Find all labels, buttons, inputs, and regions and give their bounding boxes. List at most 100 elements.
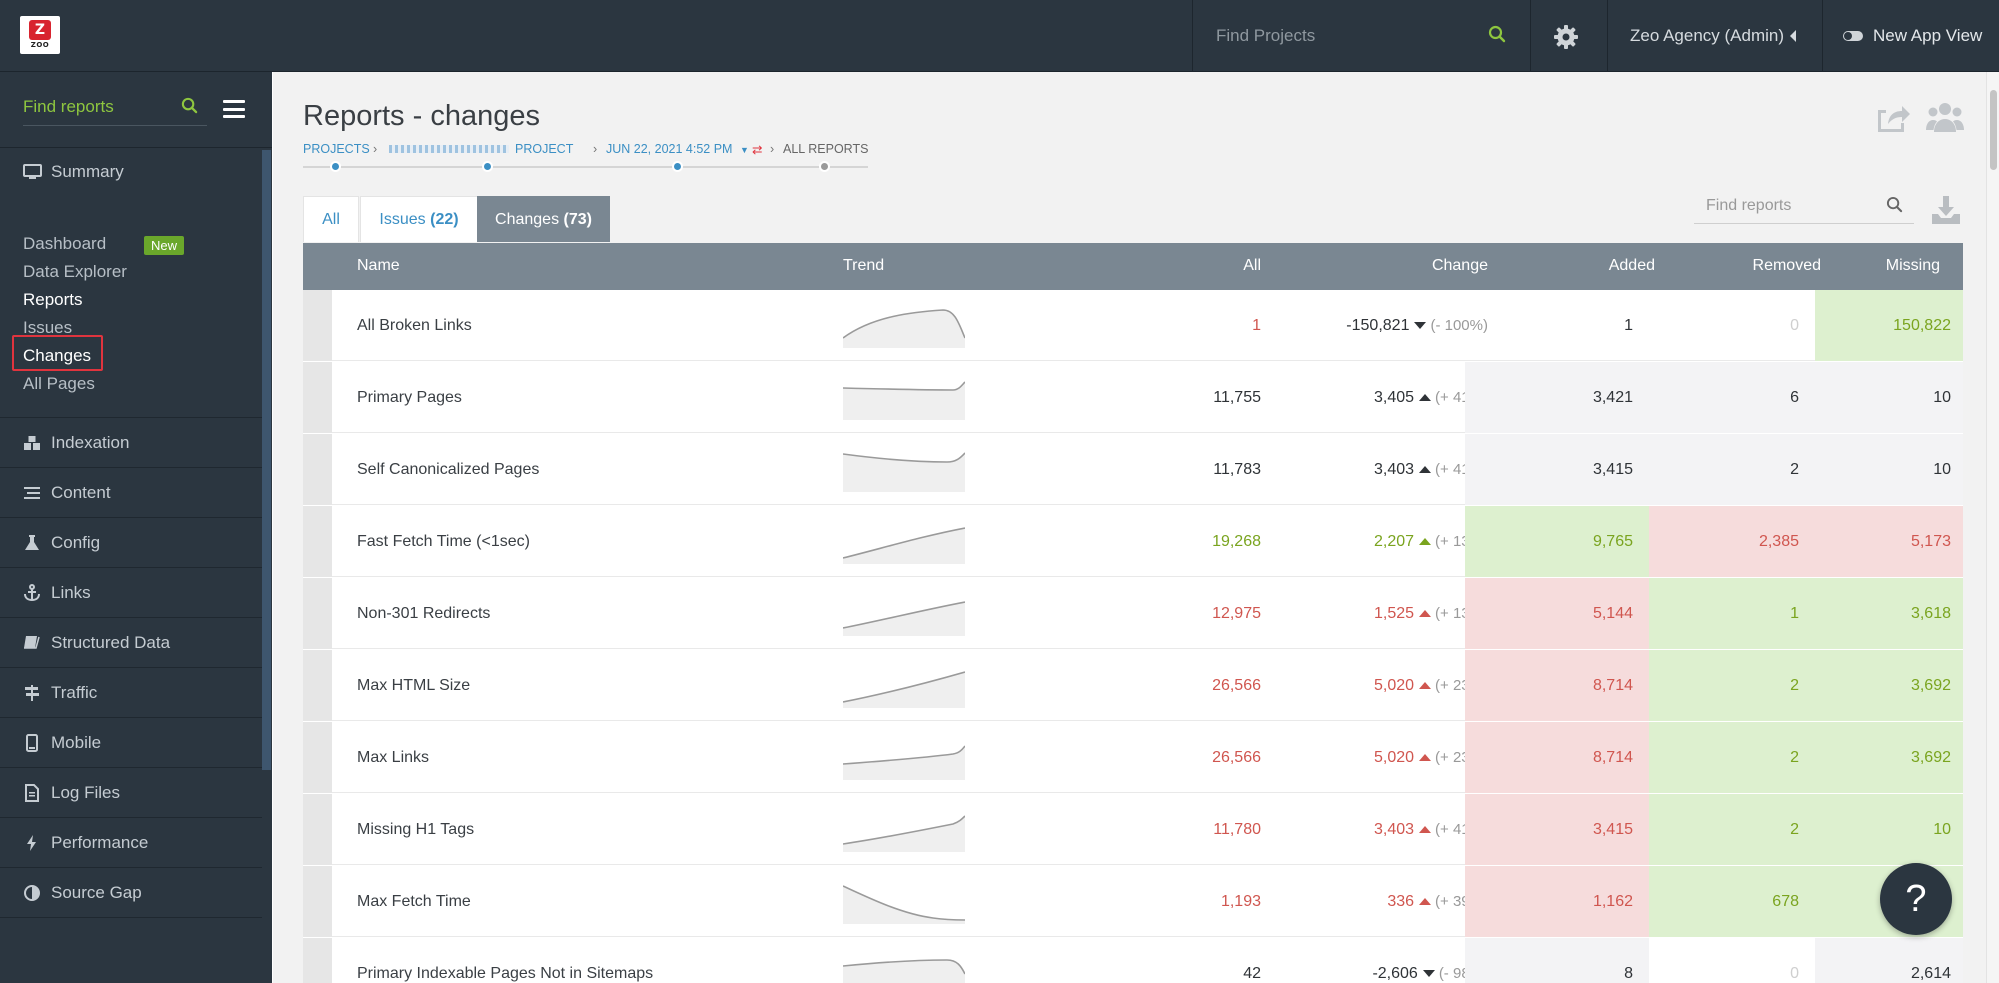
- swap-icon[interactable]: ⇄: [752, 143, 763, 157]
- row-removed: 2: [1649, 794, 1815, 865]
- row-name[interactable]: Non-301 Redirects: [357, 605, 491, 622]
- row-missing: 10: [1815, 794, 1963, 865]
- row-change: 3,405 (+ 41%): [1261, 362, 1488, 433]
- table-row[interactable]: All Broken Links 1 -150,821 (- 100%) 1 0 …: [303, 290, 1963, 361]
- breadcrumb-step-dot[interactable]: [672, 161, 683, 172]
- tab-issues[interactable]: Issues (22): [360, 196, 478, 242]
- row-added: 9,765: [1465, 506, 1649, 577]
- table-row[interactable]: Max HTML Size 26,566 5,020 (+ 23%) 8,714 …: [303, 650, 1963, 721]
- row-all: 12,975: [1212, 605, 1261, 622]
- nav-links-label: Links: [51, 583, 91, 602]
- column-header-removed[interactable]: Removed: [1752, 257, 1821, 274]
- breadcrumb-projects[interactable]: PROJECTS: [303, 142, 370, 156]
- sidebar-scrollbar[interactable]: [262, 150, 271, 770]
- toggle-icon[interactable]: [1843, 31, 1863, 41]
- nav-changes[interactable]: Changes: [23, 346, 92, 365]
- tab-all[interactable]: All: [303, 196, 359, 242]
- table-row[interactable]: Max Fetch Time 1,193 336 (+ 39%) 1,162 67…: [303, 866, 1963, 937]
- column-header-all[interactable]: All: [1243, 257, 1261, 274]
- app-logo[interactable]: Z ZOO: [20, 16, 60, 54]
- column-header-missing[interactable]: Missing: [1885, 257, 1940, 274]
- row-name[interactable]: Max HTML Size: [357, 677, 471, 694]
- nav-mobile[interactable]: Mobile: [0, 719, 262, 768]
- breadcrumb-project[interactable]: PROJECT: [515, 142, 574, 156]
- nav-all-pages[interactable]: All Pages: [23, 374, 95, 393]
- table-row[interactable]: Max Links 26,566 5,020 (+ 23%) 8,714 2 3,…: [303, 722, 1963, 793]
- nav-content[interactable]: Content: [0, 469, 262, 518]
- anchor-icon: [24, 584, 40, 602]
- download-icon[interactable]: [1930, 194, 1962, 226]
- tab-changes[interactable]: Changes (73): [477, 196, 610, 242]
- nav-performance[interactable]: Performance: [0, 819, 262, 868]
- search-icon[interactable]: [181, 97, 198, 114]
- tab-changes-count: (73): [563, 211, 592, 228]
- table-row[interactable]: Self Canonicalized Pages 11,783 3,403 (+ …: [303, 434, 1963, 505]
- row-name[interactable]: Fast Fetch Time (<1sec): [357, 533, 530, 550]
- page-scrollbar[interactable]: [1986, 72, 1999, 983]
- nav-data-explorer[interactable]: Data Explorer: [23, 262, 127, 281]
- nav-config[interactable]: Config: [0, 519, 262, 568]
- row-name[interactable]: Max Links: [357, 749, 430, 766]
- breadcrumb-date[interactable]: JUN 22, 2021 4:52 PM: [606, 142, 733, 156]
- help-button[interactable]: ?: [1880, 863, 1952, 935]
- row-name[interactable]: All Broken Links: [357, 317, 472, 334]
- row-name[interactable]: Primary Indexable Pages Not in Sitemaps: [357, 965, 654, 982]
- column-header-change[interactable]: Change: [1431, 257, 1488, 274]
- nav-traffic[interactable]: Traffic: [0, 669, 262, 718]
- caret-down-icon[interactable]: ▼: [740, 145, 749, 155]
- nav-dashboard[interactable]: Dashboard: [23, 234, 107, 253]
- hamburger-menu-icon[interactable]: [223, 100, 245, 118]
- nav-issues[interactable]: Issues: [23, 318, 73, 337]
- table-row[interactable]: Primary Indexable Pages Not in Sitemaps …: [303, 938, 1963, 983]
- row-added: 8,714: [1465, 650, 1649, 721]
- find-projects-input[interactable]: [1216, 24, 1476, 48]
- row-name[interactable]: Missing H1 Tags: [357, 821, 475, 838]
- divider: [1530, 0, 1531, 72]
- table-row[interactable]: Fast Fetch Time (<1sec) 19,268 2,207 (+ 1…: [303, 506, 1963, 577]
- account-menu[interactable]: Zeo Agency (Admin): [1608, 0, 1822, 72]
- row-added: 1: [1624, 317, 1633, 334]
- row-change: 5,020 (+ 23%): [1261, 722, 1488, 793]
- nav-indexation[interactable]: Indexation: [0, 419, 262, 468]
- column-header-name[interactable]: Name: [357, 257, 400, 274]
- users-icon[interactable]: [1926, 100, 1964, 134]
- nav-performance-label: Performance: [51, 833, 149, 852]
- row-name[interactable]: Max Fetch Time: [357, 893, 471, 910]
- nav-reports[interactable]: Reports: [23, 290, 83, 309]
- table-row[interactable]: Primary Pages 11,755 3,405 (+ 41%) 3,421 …: [303, 362, 1963, 433]
- table-row[interactable]: Non-301 Redirects 12,975 1,525 (+ 13%) 5,…: [303, 578, 1963, 649]
- gear-icon[interactable]: [1553, 24, 1579, 50]
- trend-sparkline: [843, 959, 965, 983]
- row-marker: [303, 290, 332, 361]
- report-search-input[interactable]: [1706, 194, 1876, 218]
- nav-summary[interactable]: Summary: [0, 148, 262, 198]
- nav-config-label: Config: [51, 533, 101, 552]
- row-name[interactable]: Self Canonicalized Pages: [357, 461, 540, 478]
- breadcrumb-all-reports[interactable]: ALL REPORTS: [783, 142, 869, 156]
- table-row[interactable]: Missing H1 Tags 11,780 3,403 (+ 41%) 3,41…: [303, 794, 1963, 865]
- row-name[interactable]: Primary Pages: [357, 389, 462, 406]
- nav-mobile-label: Mobile: [51, 733, 102, 752]
- search-icon[interactable]: [1886, 196, 1903, 213]
- share-icon[interactable]: [1874, 100, 1910, 134]
- new-app-view-toggle[interactable]: New App View: [1823, 0, 1999, 72]
- nav-log-files[interactable]: Log Files: [0, 769, 262, 818]
- column-header-added[interactable]: Added: [1608, 257, 1655, 274]
- change-value: 3,403: [1374, 821, 1415, 838]
- row-marker: [303, 362, 332, 433]
- breadcrumb-step-dot[interactable]: [482, 161, 493, 172]
- trend-sparkline: [843, 745, 965, 780]
- arrow-up-icon: [1419, 826, 1432, 834]
- change-value: -2,606: [1372, 965, 1418, 982]
- trend-sparkline: [843, 885, 965, 924]
- trend-sparkline: [843, 815, 965, 852]
- breadcrumb-step-dot[interactable]: [819, 161, 830, 172]
- nav-links[interactable]: Links: [0, 569, 262, 618]
- row-change: 336 (+ 39%): [1261, 866, 1488, 937]
- breadcrumb-step-dot[interactable]: [330, 161, 341, 172]
- nav-structured-data[interactable]: Structured Data: [0, 619, 262, 668]
- trend-sparkline: [843, 381, 965, 420]
- search-icon[interactable]: [1488, 25, 1506, 43]
- nav-source-gap[interactable]: Source Gap: [0, 869, 262, 918]
- find-reports-input[interactable]: [23, 94, 173, 120]
